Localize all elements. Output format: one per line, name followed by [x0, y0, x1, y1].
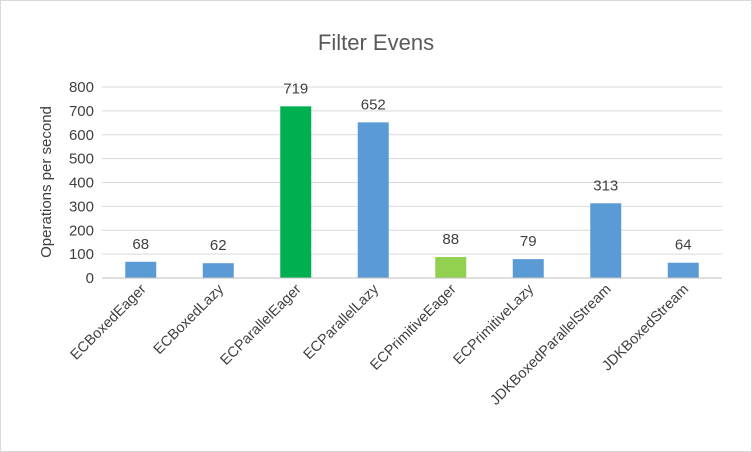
- category-label: ECParallelEager: [217, 281, 304, 368]
- y-tick-label: 100: [69, 246, 94, 263]
- data-label: 68: [132, 236, 149, 253]
- bar: [357, 122, 389, 279]
- category-label: ECPrimitiveLazy: [451, 281, 538, 368]
- y-tick-label: 200: [69, 222, 94, 239]
- bar: [590, 203, 622, 278]
- gridlines: [102, 86, 722, 255]
- category-label: ECBoxedEager: [68, 281, 150, 363]
- bar: [512, 259, 544, 278]
- y-tick-label: 0: [86, 270, 94, 287]
- y-tick-label: 400: [69, 175, 94, 192]
- chart-title: Filter Evens: [318, 30, 434, 55]
- data-label: 79: [520, 233, 537, 250]
- data-labels: 68 62 719 652 88 79 313 64: [132, 80, 691, 254]
- y-tick-label: 500: [69, 151, 94, 168]
- data-label: 62: [210, 237, 227, 254]
- data-label: 88: [442, 231, 459, 248]
- y-axis-label: Operations per second: [38, 106, 55, 258]
- bar: [435, 256, 467, 278]
- bar: [125, 261, 157, 278]
- data-label: 64: [675, 237, 692, 254]
- bars: [125, 106, 699, 279]
- category-label: ECPrimitiveEager: [367, 281, 459, 373]
- y-tick-label: 300: [69, 198, 94, 215]
- data-label: 313: [593, 177, 618, 194]
- bar: [667, 262, 699, 278]
- category-labels: ECBoxedEager ECBoxedLazyECParallelEagerEC…: [68, 281, 692, 409]
- y-tick-labels: 0 100 200 300 400 500 600 700 800: [69, 79, 94, 287]
- y-tick-label: 600: [69, 127, 94, 144]
- category-label: ECBoxedLazy: [151, 281, 228, 358]
- y-tick-label: 700: [69, 103, 94, 120]
- data-label: 719: [283, 80, 308, 97]
- data-label: 652: [361, 96, 386, 113]
- category-label: ECParallelLazy: [301, 281, 383, 363]
- y-tick-label: 800: [69, 79, 94, 96]
- bar: [280, 106, 312, 279]
- category-label: JDKBoxedStream: [599, 282, 692, 375]
- bar: [202, 263, 234, 278]
